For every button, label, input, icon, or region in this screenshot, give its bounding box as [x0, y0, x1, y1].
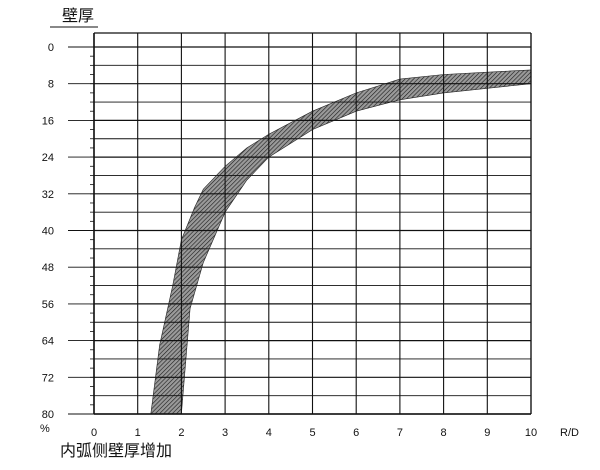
- y-axis-title: 壁厚: [62, 6, 94, 25]
- x-tick-label: 5: [309, 427, 315, 439]
- x-tick-label: 3: [222, 427, 228, 439]
- x-tick-label: 1: [135, 427, 141, 439]
- thickness-band: [150, 69, 532, 415]
- x-tick-label: 8: [441, 427, 447, 439]
- x-tick-label: 7: [397, 427, 403, 439]
- x-tick-label: 10: [525, 427, 537, 439]
- x-tick-label: 4: [266, 427, 272, 439]
- axes: [68, 32, 532, 415]
- y-tick-label: 24: [42, 152, 54, 164]
- y-tick-label: 40: [42, 226, 54, 238]
- x-tick-label: 0: [91, 427, 97, 439]
- y-tick-label: 80: [42, 409, 54, 421]
- x-tick-label: 9: [484, 427, 490, 439]
- x-tick-label: 6: [353, 427, 359, 439]
- x-axis-title: R/D: [560, 427, 579, 439]
- y-tick-label: 64: [42, 336, 54, 348]
- y-tick-label: 8: [48, 79, 54, 91]
- grid: [93, 33, 532, 415]
- band-area: [150, 69, 532, 415]
- x-tick-label: 2: [178, 427, 184, 439]
- y-tick-label: 32: [42, 189, 54, 201]
- y-tick-label: 0: [48, 42, 54, 54]
- y-tick-label: 48: [42, 262, 54, 274]
- y-tick-label: 16: [42, 115, 54, 127]
- y-unit-label: %: [40, 423, 50, 435]
- chart-caption: 内弧侧壁厚增加: [60, 441, 172, 460]
- y-tick-label: 72: [42, 372, 54, 384]
- y-tick-label: 56: [42, 299, 54, 311]
